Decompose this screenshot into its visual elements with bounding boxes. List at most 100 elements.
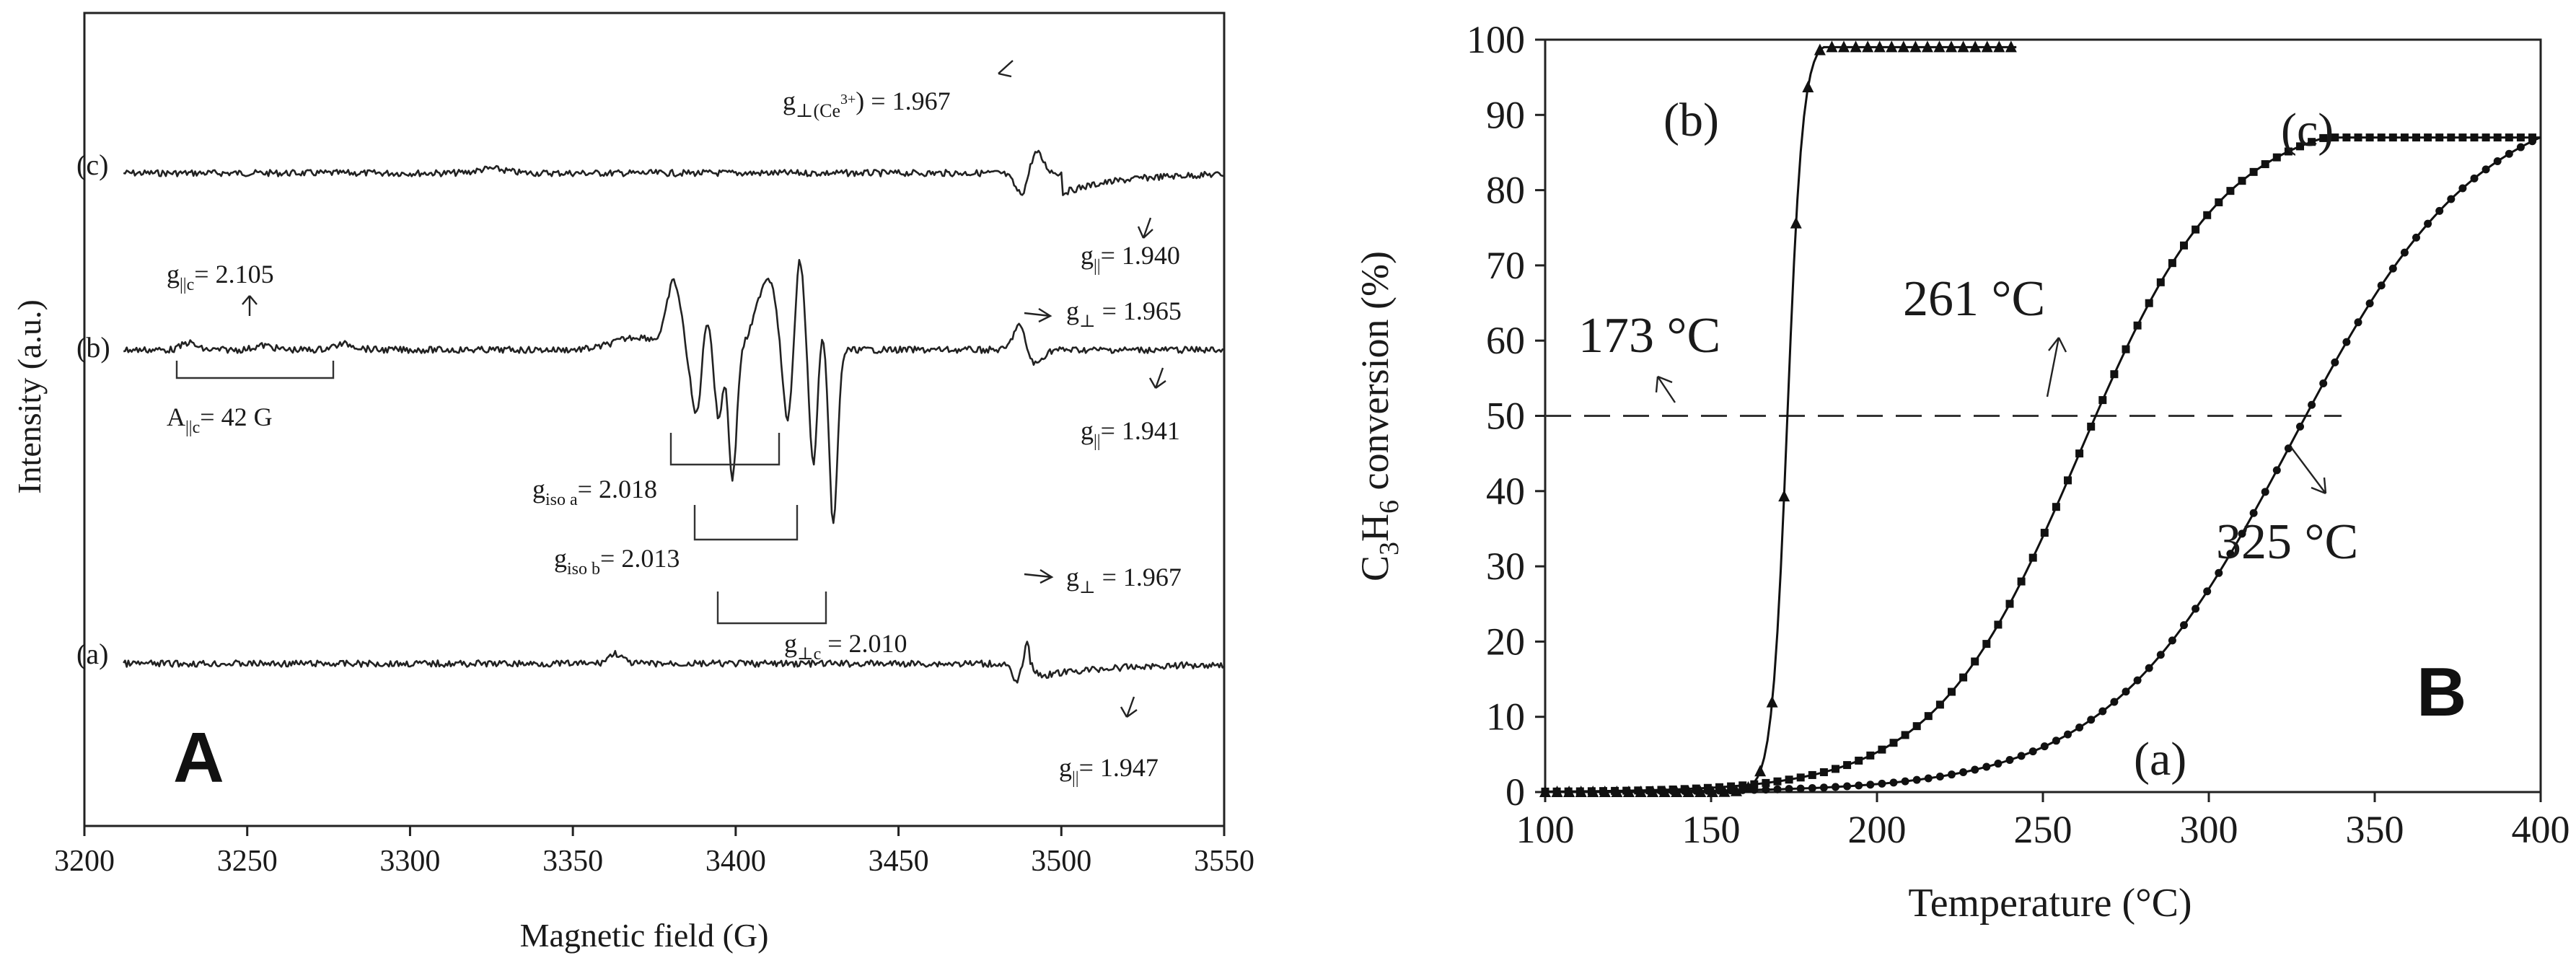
conversion-point-c: [2284, 147, 2293, 156]
epr-annot-c-gperp: g⊥(Ce3+) = 1.967: [783, 87, 951, 121]
conversion-point-a: [2388, 264, 2397, 273]
conversion-point-c: [2145, 299, 2153, 307]
epr-bracket-giso-b: [693, 505, 799, 541]
conversion-series-label-b: (b): [1663, 94, 1719, 146]
conversion-point-a: [1901, 777, 1909, 786]
epr-trace-a: [123, 641, 1225, 684]
conversion-point-b: [1886, 40, 1898, 53]
conversion-point-a: [2145, 664, 2153, 672]
conversion-point-c: [2388, 133, 2397, 142]
panel-label-a: A: [173, 718, 224, 797]
conversion-point-c: [2261, 160, 2269, 169]
conversion-point-a: [1959, 768, 1968, 777]
epr-arrow-b-gparc: [242, 295, 258, 316]
conversion-point-b: [1754, 765, 1767, 777]
epr-annot-a-gpar: g||= 1.947: [1059, 753, 1159, 788]
conversion-point-a: [2203, 587, 2212, 596]
conversion-point-b: [1993, 40, 2005, 53]
conversion-axes: 100 150 200 250 300 350 400 0 10 20 30 40 50 60 70 80 90…: [1467, 18, 2570, 851]
conversion-point-a: [1808, 783, 1816, 792]
conversion-x-tick-label: 200: [1848, 808, 1907, 851]
epr-annot-c-gpar: g||= 1.940: [1081, 241, 1180, 276]
conversion-point-c: [1762, 778, 1770, 787]
conversion-point-c: [2482, 133, 2490, 142]
conversion-point-a: [1738, 786, 1747, 794]
conversion-point-c: [1959, 673, 1968, 682]
conversion-point-a: [1935, 772, 1944, 781]
conversion-point-c: [1901, 731, 1909, 739]
conversion-point-a: [2365, 299, 2374, 308]
conversion-point-c: [2040, 529, 2049, 537]
t50-label-c: 261 °C: [1903, 271, 2045, 327]
conversion-point-a: [1982, 762, 1991, 771]
conversion-point-a: [2447, 195, 2456, 203]
conversion-point-a: [1948, 770, 1956, 779]
conversion-point-a: [2516, 143, 2525, 151]
conversion-x-tick-label: 350: [2346, 808, 2404, 851]
conversion-curve-a: [1545, 136, 2541, 793]
conversion-point-a: [2435, 206, 2444, 215]
conversion-point-a: [1866, 781, 1875, 789]
epr-arrow-b-gpar: [1148, 367, 1166, 389]
conversion-point-a: [2226, 550, 2235, 558]
conversion-point-c: [2493, 133, 2502, 142]
conversion-point-c: [2180, 241, 2188, 250]
epr-y-axis-label: Intensity (a.u.): [11, 299, 48, 494]
conversion-point-c: [2412, 133, 2420, 142]
conversion-point-b: [1873, 40, 1886, 53]
epr-x-tick-label: 3350: [542, 845, 603, 878]
conversion-point-a: [2261, 488, 2269, 496]
conversion-point-c: [2122, 345, 2130, 353]
conversion-point-b: [1957, 40, 1969, 53]
conversion-point-c: [2296, 142, 2304, 151]
conversion-point-a: [2272, 466, 2281, 475]
conversion-point-a: [2331, 358, 2339, 366]
conversion-point-c: [1843, 761, 1852, 770]
conversion-curve-b: [1545, 45, 2017, 793]
conversion-point-b: [1933, 40, 1946, 53]
epr-x-tick-label: 3400: [705, 845, 766, 878]
conversion-point-a: [1622, 787, 1631, 796]
conversion-point-a: [1796, 784, 1805, 793]
conversion-point-a: [2424, 219, 2432, 228]
conversion-point-b: [1897, 40, 1909, 53]
conversion-point-c: [2424, 133, 2432, 142]
conversion-point-b: [1850, 40, 1862, 53]
conversion-y-tick-label: 60: [1486, 319, 1525, 362]
conversion-point-a: [2133, 676, 2142, 685]
conversion-point-b: [1790, 216, 1802, 229]
conversion-point-c: [2365, 133, 2374, 142]
epr-arrow-a-gperp: [1024, 568, 1054, 584]
conversion-point-c: [2156, 278, 2165, 286]
conversion-point-c: [1796, 773, 1805, 782]
conversion-point-a: [1611, 787, 1619, 796]
conversion-point-c: [1808, 770, 1816, 779]
conversion-point-a: [1727, 786, 1736, 795]
conversion-point-c: [1878, 745, 1886, 754]
conversion-point-b: [2005, 40, 2017, 53]
conversion-y-tick-label: 40: [1486, 470, 1525, 513]
conversion-point-c: [2331, 133, 2339, 142]
conversion-point-c: [1866, 751, 1875, 760]
conversion-point-a: [1785, 785, 1793, 793]
conversion-point-c: [2215, 198, 2223, 206]
conversion-y-tick-label: 50: [1486, 395, 1525, 438]
epr-arrow-c-gperp: [998, 60, 1014, 78]
conversion-point-a: [2284, 444, 2293, 453]
conversion-point-a: [2075, 723, 2084, 731]
conversion-point-a: [1692, 786, 1700, 795]
conversion-point-c: [2447, 133, 2456, 142]
t50-arrow-b: [1655, 375, 1676, 403]
conversion-point-b: [1909, 40, 1922, 53]
conversion-point-a: [1680, 787, 1689, 796]
conversion-point-c: [2342, 133, 2351, 142]
conversion-x-tick-label: 150: [1682, 808, 1741, 851]
conversion-point-c: [2458, 133, 2467, 142]
conversion-point-b: [1862, 40, 1874, 53]
conversion-point-a: [1564, 788, 1573, 796]
conversion-point-a: [1832, 783, 1839, 791]
conversion-point-c: [1727, 782, 1736, 791]
conversion-point-a: [1599, 787, 1607, 796]
conversion-point-a: [1819, 783, 1828, 792]
conversion-x-tick-label: 400: [2512, 808, 2570, 851]
